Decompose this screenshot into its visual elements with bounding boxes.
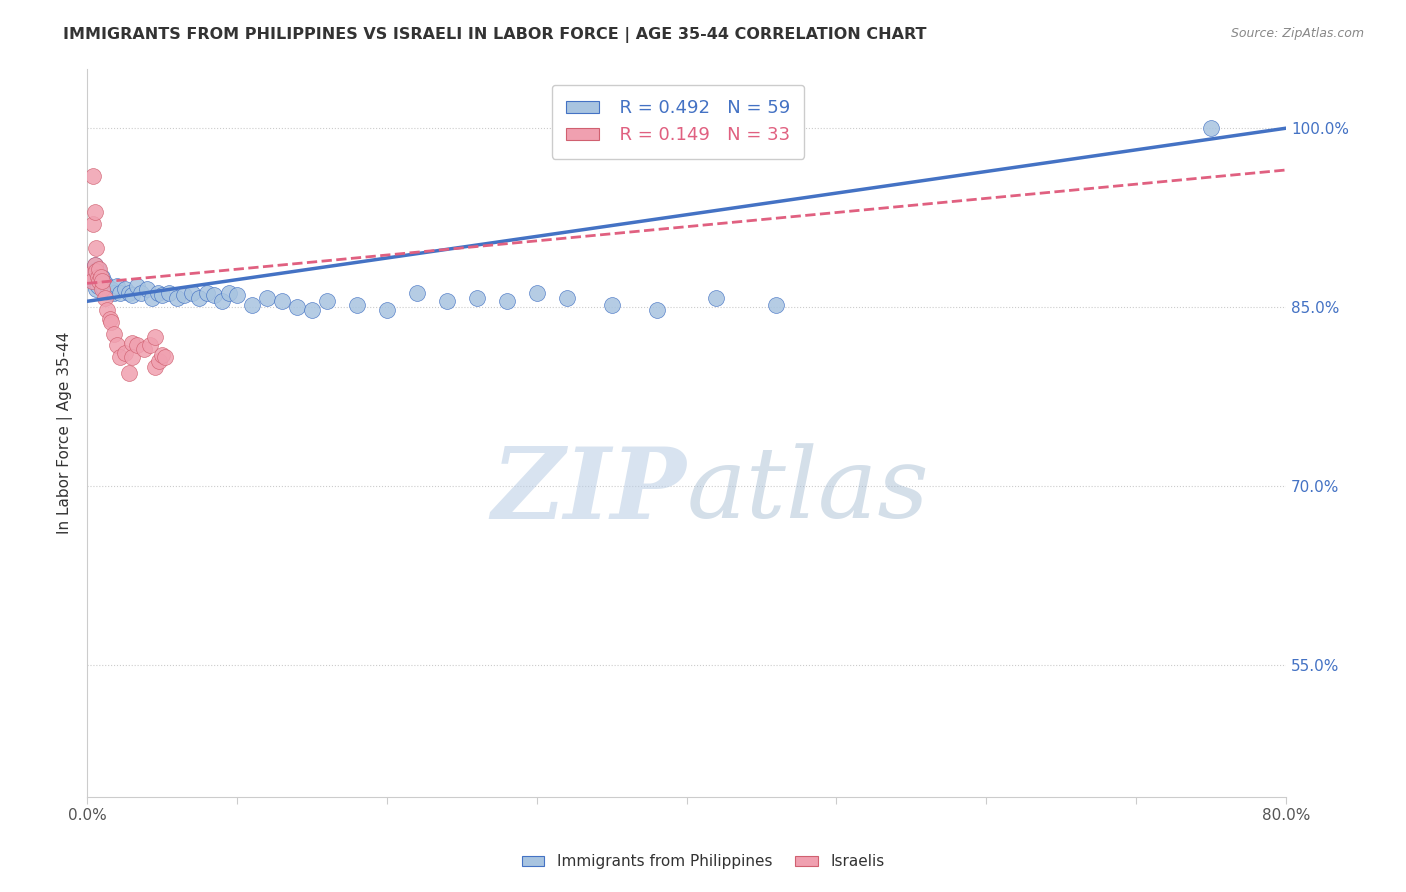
Point [82,274,104,288]
Point [100,282,122,296]
Point [80,264,103,278]
Point [87,262,110,277]
Point [159,285,181,300]
Point [146,285,169,300]
Text: IMMIGRANTS FROM PHILIPPINES VS ISRAELI IN LABOR FORCE | AGE 35-44 CORRELATION CH: IMMIGRANTS FROM PHILIPPINES VS ISRAELI I… [63,27,927,43]
Point [153,351,176,365]
Point [87,274,110,288]
Point [118,285,141,300]
Point [645,302,668,317]
Point [96,302,118,317]
Point [84,267,107,281]
Point [98,312,121,326]
Point [94,277,117,291]
Point [495,294,517,309]
Point [96,278,118,293]
Point [706,291,728,305]
Point [91,274,114,288]
Point [132,342,155,356]
Point [91,278,114,293]
Point [83,259,105,273]
Point [86,270,108,285]
Point [121,351,143,365]
Point [86,262,108,277]
Point [84,241,107,255]
Point [301,302,323,317]
Point [125,278,148,293]
Point [195,285,218,300]
Point [256,291,278,305]
Point [82,217,104,231]
Point [315,294,337,309]
Point [121,336,143,351]
Point [79,267,101,281]
Point [188,291,211,305]
Point [105,278,128,293]
Point [141,291,163,305]
Point [211,294,233,309]
Point [436,294,458,309]
Point [83,277,105,291]
Point [129,285,152,300]
Text: Source: ZipAtlas.com: Source: ZipAtlas.com [1230,27,1364,40]
Legend: Immigrants from Philippines, Israelis: Immigrants from Philippines, Israelis [516,848,890,875]
Point [375,302,398,317]
Point [87,270,110,285]
Y-axis label: In Labor Force | Age 35-44: In Labor Force | Age 35-44 [58,332,73,533]
Point [465,291,488,305]
Point [150,348,173,362]
Point [90,270,112,285]
Point [91,270,114,285]
Point [148,354,170,368]
Point [139,338,162,352]
Point [105,338,128,352]
Point [83,204,105,219]
Point [136,282,159,296]
Point [91,282,114,296]
Point [204,288,226,302]
Point [405,285,427,300]
Point [143,359,166,374]
Point [765,298,787,312]
Point [84,282,107,296]
Point [86,278,108,293]
Point [98,285,121,300]
Point [118,366,141,380]
Point [285,300,308,314]
Point [80,274,103,288]
Point [166,291,188,305]
Legend:   R = 0.492   N = 59,   R = 0.149   N = 33: R = 0.492 N = 59, R = 0.149 N = 33 [551,85,804,159]
Point [100,315,122,329]
Point [173,288,195,302]
Point [1199,121,1222,136]
Point [108,351,131,365]
Point [79,270,101,285]
Point [240,298,263,312]
Point [103,326,125,341]
Point [143,330,166,344]
Point [90,277,112,291]
Point [125,338,148,352]
Point [84,264,107,278]
Point [82,169,104,183]
Text: atlas: atlas [686,443,929,539]
Point [93,282,115,296]
Point [226,288,249,302]
Point [108,285,131,300]
Point [83,259,105,273]
Point [346,298,368,312]
Point [94,291,117,305]
Point [526,285,548,300]
Point [114,282,136,296]
Point [181,285,204,300]
Point [555,291,578,305]
Text: ZIP: ZIP [492,442,686,539]
Point [121,288,143,302]
Point [218,285,240,300]
Point [103,285,125,300]
Point [150,288,173,302]
Point [600,298,623,312]
Point [114,345,136,359]
Point [270,294,292,309]
